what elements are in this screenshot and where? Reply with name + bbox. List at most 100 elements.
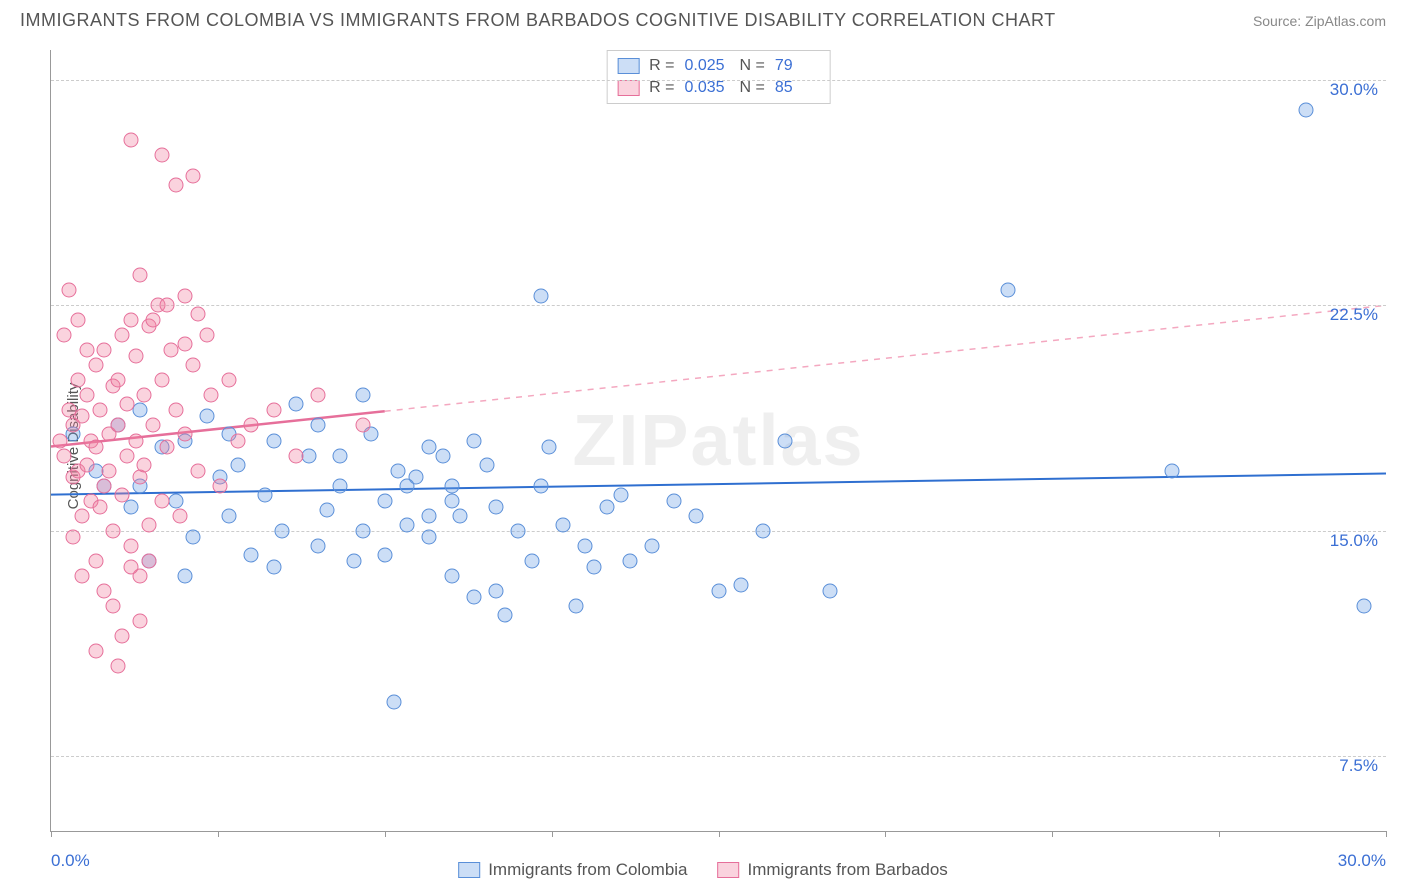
data-point — [533, 478, 548, 493]
data-point — [435, 448, 450, 463]
data-point — [355, 523, 370, 538]
data-point — [711, 583, 726, 598]
data-point — [422, 529, 437, 544]
data-point — [569, 598, 584, 613]
data-point — [222, 373, 237, 388]
data-point — [444, 568, 459, 583]
data-point — [319, 502, 334, 517]
data-point — [533, 289, 548, 304]
data-point — [422, 439, 437, 454]
data-point — [266, 559, 281, 574]
data-point — [733, 577, 748, 592]
data-point — [155, 373, 170, 388]
data-point — [133, 613, 148, 628]
data-point — [391, 463, 406, 478]
r-label: R = — [649, 57, 674, 75]
data-point — [199, 328, 214, 343]
data-point — [822, 583, 837, 598]
series-legend-item: Immigrants from Barbados — [718, 860, 948, 880]
scatter-chart: ZIPatlas R =0.025N =79R =0.035N =85 0.0%… — [50, 50, 1386, 832]
data-point — [88, 553, 103, 568]
gridline — [51, 80, 1386, 81]
data-point — [137, 388, 152, 403]
data-point — [155, 148, 170, 163]
data-point — [61, 283, 76, 298]
n-label: N = — [740, 79, 765, 97]
data-point — [213, 478, 228, 493]
data-point — [644, 538, 659, 553]
source-attribution: Source: ZipAtlas.com — [1253, 13, 1386, 29]
data-point — [190, 463, 205, 478]
data-point — [555, 517, 570, 532]
data-point — [97, 343, 112, 358]
data-point — [119, 448, 134, 463]
data-point — [70, 373, 85, 388]
data-point — [489, 583, 504, 598]
data-point — [622, 553, 637, 568]
data-point — [92, 499, 107, 514]
data-point — [124, 559, 139, 574]
data-point — [75, 568, 90, 583]
data-point — [275, 523, 290, 538]
data-point — [230, 433, 245, 448]
data-point — [106, 523, 121, 538]
data-point — [199, 409, 214, 424]
data-point — [244, 547, 259, 562]
data-point — [230, 457, 245, 472]
data-point — [79, 343, 94, 358]
data-point — [119, 397, 134, 412]
data-point — [204, 388, 219, 403]
data-point — [186, 169, 201, 184]
x-tick — [1052, 831, 1053, 837]
data-point — [1356, 598, 1371, 613]
data-point — [106, 598, 121, 613]
data-point — [444, 493, 459, 508]
data-point — [110, 418, 125, 433]
data-point — [346, 553, 361, 568]
data-point — [97, 583, 112, 598]
data-point — [480, 457, 495, 472]
data-point — [689, 508, 704, 523]
data-point — [173, 508, 188, 523]
gridline — [51, 305, 1386, 306]
data-point — [244, 418, 259, 433]
data-point — [222, 508, 237, 523]
gridline — [51, 531, 1386, 532]
r-value: 0.035 — [685, 79, 730, 97]
data-point — [141, 517, 156, 532]
data-point — [422, 508, 437, 523]
data-point — [1000, 283, 1015, 298]
data-point — [137, 457, 152, 472]
x-tick — [885, 831, 886, 837]
data-point — [466, 589, 481, 604]
data-point — [453, 508, 468, 523]
data-point — [497, 607, 512, 622]
data-point — [400, 478, 415, 493]
series-legend: Immigrants from ColombiaImmigrants from … — [458, 860, 948, 880]
legend-swatch — [718, 862, 740, 878]
data-point — [190, 307, 205, 322]
data-point — [444, 478, 459, 493]
data-point — [128, 349, 143, 364]
data-point — [52, 433, 67, 448]
data-point — [124, 499, 139, 514]
data-point — [377, 547, 392, 562]
data-point — [79, 388, 94, 403]
data-point — [288, 397, 303, 412]
data-point — [159, 439, 174, 454]
y-tick-label: 22.5% — [1330, 305, 1378, 325]
data-point — [333, 448, 348, 463]
watermark: ZIPatlas — [572, 400, 864, 482]
data-point — [288, 448, 303, 463]
legend-swatch — [617, 80, 639, 96]
data-point — [177, 337, 192, 352]
data-point — [257, 487, 272, 502]
data-point — [110, 373, 125, 388]
data-point — [115, 487, 130, 502]
data-point — [542, 439, 557, 454]
data-point — [57, 448, 72, 463]
chart-title: IMMIGRANTS FROM COLOMBIA VS IMMIGRANTS F… — [20, 10, 1056, 31]
x-axis-min-label: 0.0% — [51, 851, 90, 871]
data-point — [667, 493, 682, 508]
data-point — [146, 313, 161, 328]
